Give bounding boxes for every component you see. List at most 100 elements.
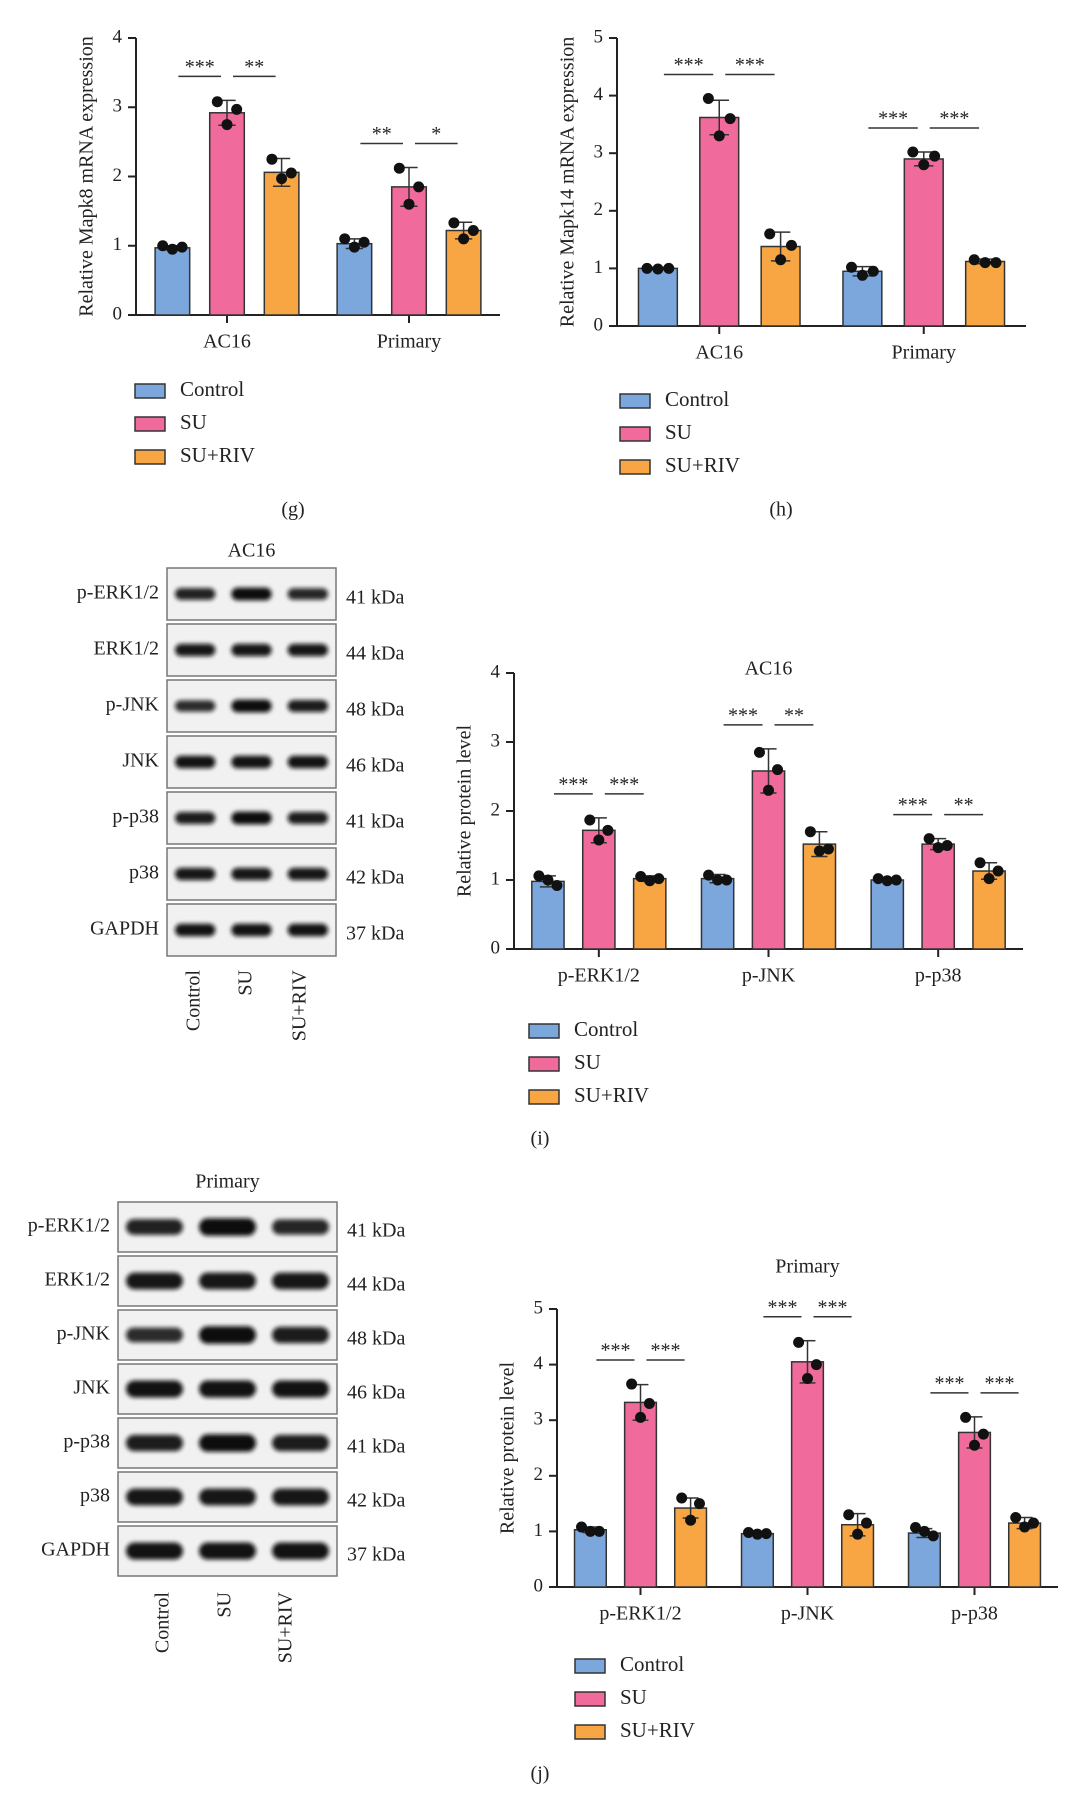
blot-size-label: 42 kDa: [347, 1490, 405, 1512]
blot-band: [175, 811, 216, 825]
blot-band: [126, 1272, 183, 1290]
data-point: [458, 233, 470, 245]
blot-row-label: p-ERK1/2: [28, 1215, 110, 1237]
y-tick-label: 4: [491, 661, 501, 682]
y-tick-label: 4: [534, 1353, 544, 1374]
blot-band: [287, 923, 328, 937]
data-point: [929, 150, 941, 162]
data-point: [713, 130, 725, 142]
blot-band: [272, 1434, 329, 1452]
legend-label: Control: [620, 1652, 684, 1676]
data-point: [644, 875, 656, 887]
data-point: [724, 113, 736, 125]
legend-label: SU: [574, 1050, 601, 1074]
x-tick-label: AC16: [695, 342, 743, 364]
chart-title: Primary: [775, 1256, 839, 1278]
blot-band: [126, 1542, 183, 1560]
data-point: [166, 243, 178, 255]
data-point: [977, 1428, 989, 1440]
legend-label: SU+RIV: [574, 1083, 649, 1107]
blot-band: [272, 1326, 329, 1344]
blot-row-label: p-JNK: [57, 1323, 111, 1345]
data-point: [702, 92, 714, 104]
significance-label: ***: [767, 1296, 797, 1318]
x-tick-label: p-p38: [951, 1603, 998, 1625]
blot-band: [231, 755, 272, 769]
blot-band: [126, 1219, 183, 1235]
y-tick-label: 2: [113, 165, 123, 186]
blot-band: [175, 923, 216, 937]
blot-band: [231, 699, 272, 713]
blot-band: [231, 587, 272, 601]
blot-row-label: p-ERK1/2: [77, 582, 159, 604]
blot-band: [199, 1272, 256, 1290]
lane-label: SU: [235, 969, 257, 995]
data-point: [753, 746, 765, 758]
bar: [531, 880, 565, 950]
y-tick-label: 0: [113, 303, 123, 324]
blot-band: [126, 1488, 183, 1506]
data-point: [983, 873, 995, 885]
data-point: [542, 874, 554, 886]
bar: [802, 843, 837, 950]
data-point: [1010, 1512, 1022, 1523]
bar: [700, 877, 735, 950]
data-point: [448, 217, 460, 229]
data-point: [635, 871, 647, 883]
blot-band: [231, 867, 272, 881]
blot-size-label: 41 kDa: [346, 811, 404, 833]
legend-swatch: [528, 1056, 560, 1072]
significance-label: ***: [651, 1340, 681, 1362]
blot-band: [126, 1327, 183, 1343]
data-point: [602, 824, 614, 836]
data-point: [890, 874, 902, 886]
data-point: [763, 784, 774, 796]
blot-band: [175, 755, 216, 769]
data-point: [276, 173, 288, 185]
y-tick-label: 3: [534, 1409, 544, 1430]
data-point: [974, 857, 986, 869]
significance-label: ***: [934, 1372, 964, 1394]
blot-band: [175, 588, 216, 600]
bar: [208, 112, 246, 316]
data-point: [339, 233, 351, 245]
blot-size-label: 37 kDa: [346, 923, 404, 945]
y-tick-label: 1: [113, 234, 123, 255]
significance-label: **: [954, 794, 974, 816]
data-point: [907, 146, 919, 158]
legend-swatch: [528, 1089, 560, 1105]
data-point: [743, 1527, 755, 1539]
data-point: [533, 870, 545, 882]
x-tick-label: Primary: [892, 342, 956, 364]
y-tick-label: 2: [594, 199, 604, 220]
data-point: [593, 1525, 605, 1537]
blot-band: [199, 1326, 256, 1344]
legend-label: Control: [180, 377, 244, 401]
data-point: [231, 103, 243, 115]
legend-swatch: [574, 1691, 606, 1707]
data-point: [813, 845, 825, 857]
y-tick-label: 0: [491, 937, 501, 958]
y-tick-label: 0: [594, 314, 604, 335]
legend-swatch: [134, 449, 166, 465]
blot-row-label: p-p38: [112, 806, 159, 828]
bar: [637, 267, 679, 327]
bar: [336, 242, 373, 316]
blot-title: Primary: [195, 1171, 259, 1193]
data-point: [852, 1528, 864, 1540]
bar: [445, 229, 482, 316]
significance-label: ***: [939, 108, 969, 130]
bar: [699, 116, 740, 327]
data-point: [652, 263, 664, 275]
blot-band: [175, 867, 216, 881]
panel-label: (i): [531, 1128, 550, 1150]
blot-band: [272, 1488, 329, 1506]
panel-label: (h): [769, 499, 792, 521]
data-point: [1027, 1517, 1039, 1529]
legend-swatch: [619, 459, 651, 475]
data-point: [867, 265, 879, 277]
data-point: [221, 119, 233, 131]
blot-row-label: p38: [80, 1485, 110, 1507]
data-point: [641, 262, 653, 274]
bar: [154, 247, 191, 316]
